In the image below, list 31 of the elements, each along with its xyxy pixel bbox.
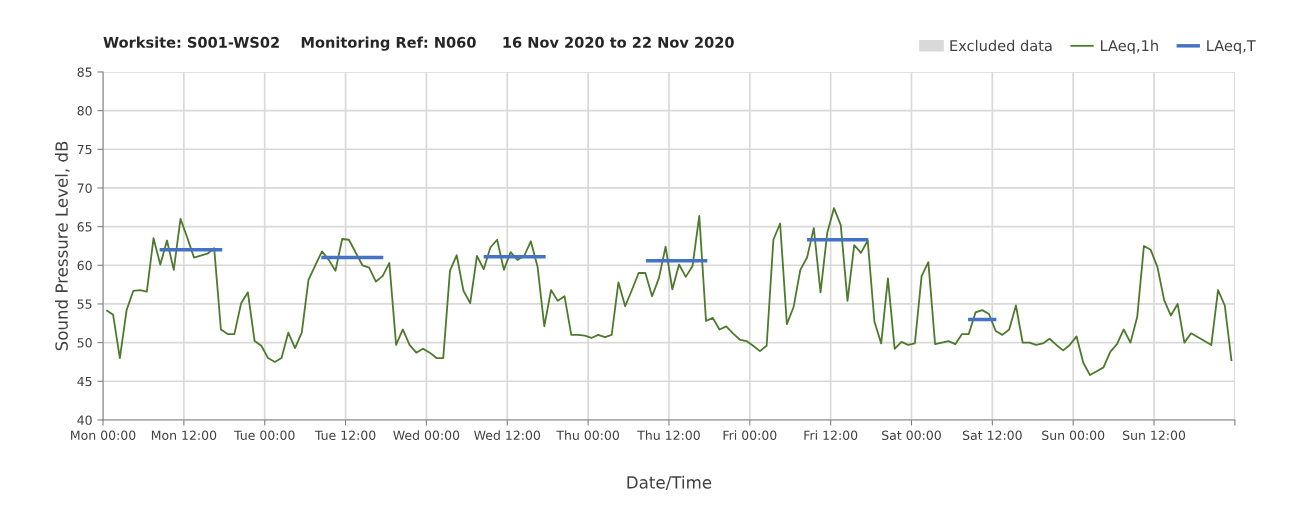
x-tick-label: Fri 00:00 (723, 430, 777, 441)
x-tick-label: Thu 00:00 (556, 430, 620, 441)
y-tick-label: 65 (77, 222, 92, 232)
y-tick-label: 60 (77, 260, 92, 271)
y-tick-label: 40 (77, 415, 92, 425)
legend-label: LAeq,T (1207, 40, 1256, 54)
x-tick-label: Fri 12:00 (804, 430, 858, 441)
y-tick-label: 55 (77, 299, 92, 309)
x-tick-label: Wed 00:00 (393, 430, 460, 441)
x-tick-label: Sat 12:00 (962, 430, 1022, 441)
chart-title: Worksite: S001-WS02 Monitoring Ref: N060 16 Nov 2020 to 22 Nov 2020 (103, 36, 734, 51)
y-tick-label: 80 (77, 106, 92, 116)
y-tick-label: 75 (77, 144, 92, 155)
y-tick-label: 50 (77, 338, 92, 348)
y-axis-title: Sound Pressure Level, dB (55, 141, 70, 351)
y-tick-label: 70 (77, 183, 92, 193)
x-tick-label: Thu 12:00 (637, 430, 700, 441)
line-series (105, 207, 1233, 376)
x-tick-label: Sun 00:00 (1042, 430, 1105, 441)
x-tick-label: Mon 00:00 (71, 430, 136, 441)
x-tick-label: Tue 00:00 (234, 430, 295, 441)
x-tick-label: Sun 12:00 (1122, 430, 1186, 441)
x-axis-title: Date/Time (627, 475, 712, 490)
x-tick-label: Wed 12:00 (474, 430, 541, 441)
x-tick-label: Sat 00:00 (882, 430, 941, 441)
y-tick-label: 45 (77, 376, 92, 387)
legend-label: LAeq,1h (1100, 39, 1158, 54)
legend-label: Excluded data (950, 39, 1052, 52)
x-tick-label: Tue 12:00 (314, 430, 376, 441)
x-tick-label: Mon 12:00 (151, 430, 217, 441)
y-tick-label: 85 (77, 67, 92, 77)
